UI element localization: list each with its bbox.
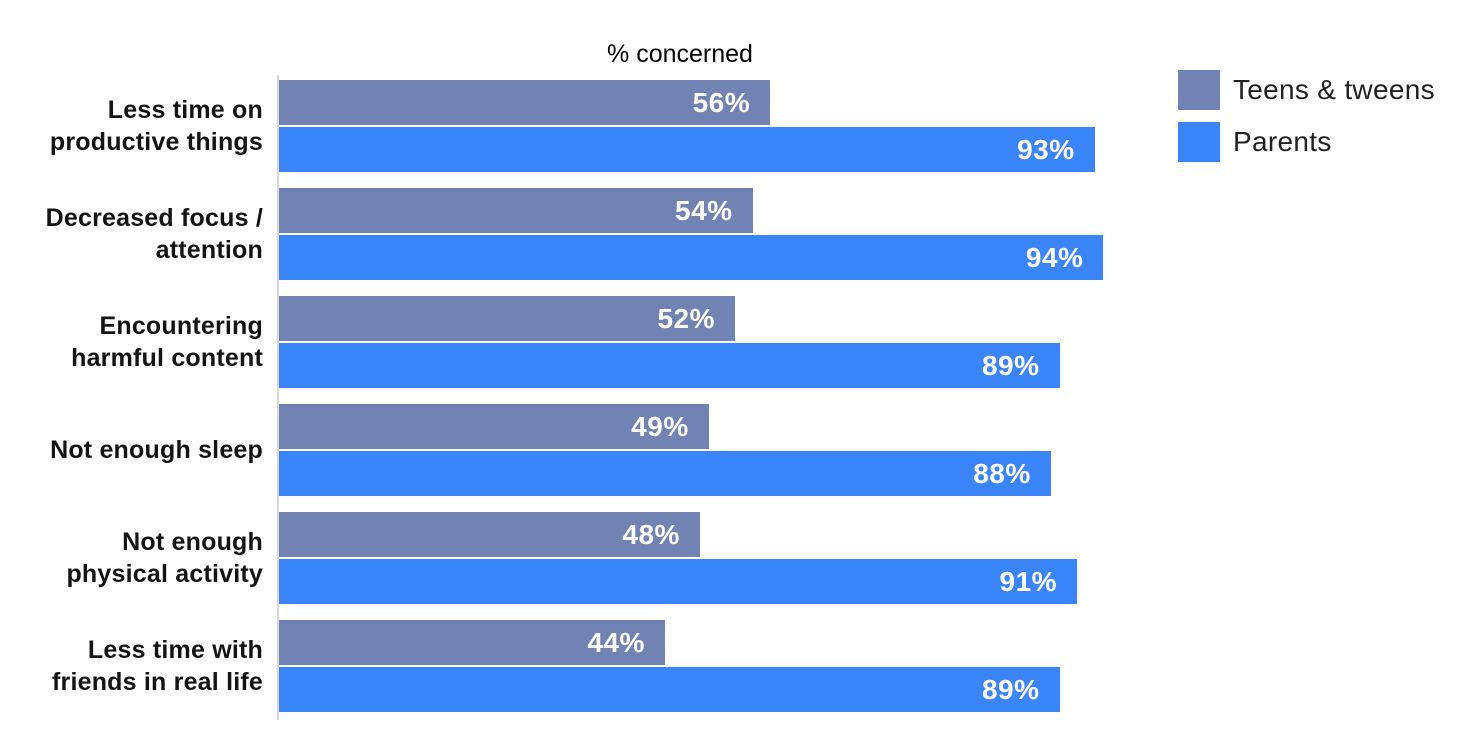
teens-tweens-bar: 54% bbox=[279, 188, 753, 233]
parents-bar: 88% bbox=[279, 451, 1051, 496]
value-label: 89% bbox=[981, 673, 1040, 705]
teens-tweens-bar: 52% bbox=[279, 296, 736, 341]
value-label: 54% bbox=[675, 194, 733, 226]
bar-group: Not enough physical activity 48% 91% bbox=[0, 512, 1160, 604]
bar-group: Encountering harmful content 52% 89% bbox=[0, 296, 1160, 388]
legend-item-parents: Parents bbox=[1178, 122, 1435, 162]
teens-tweens-bar: 48% bbox=[279, 512, 700, 557]
category-label: Not enough physical activity bbox=[66, 528, 263, 588]
bar-stack: 49% 88% bbox=[279, 404, 1156, 496]
parents-bar: 93% bbox=[279, 127, 1095, 172]
bar-group: Less time on productive things 56% 93% bbox=[0, 80, 1160, 172]
bar-stack: 44% 89% bbox=[279, 620, 1156, 712]
bar-groups: Less time on productive things 56% 93% Decr… bbox=[0, 80, 1160, 728]
value-label: 88% bbox=[973, 457, 1031, 489]
value-label: 48% bbox=[622, 518, 680, 550]
bar-stack: 48% 91% bbox=[279, 512, 1156, 604]
teens-tweens-bar: 44% bbox=[279, 620, 665, 665]
value-label: 94% bbox=[1025, 241, 1084, 273]
parents-bar: 89% bbox=[279, 343, 1060, 388]
value-label: 91% bbox=[999, 565, 1058, 597]
parents-bar: 89% bbox=[279, 667, 1060, 712]
value-label: 89% bbox=[981, 349, 1040, 381]
category-label: Less time with friends in real life bbox=[51, 636, 263, 696]
category-label: Decreased focus / attention bbox=[45, 204, 263, 264]
bar-group: Decreased focus / attention 54% 94% bbox=[0, 188, 1160, 280]
chart-title: % concerned bbox=[607, 40, 753, 68]
bar-stack: 54% 94% bbox=[279, 188, 1156, 280]
bar-group: Less time with friends in real life 44% 89… bbox=[0, 620, 1160, 712]
legend-swatch-icon bbox=[1178, 122, 1220, 162]
bar-stack: 52% 89% bbox=[279, 296, 1156, 388]
category-label: Not enough sleep bbox=[50, 436, 263, 464]
category-label: Encountering harmful content bbox=[71, 312, 263, 372]
category-label: Less time on productive things bbox=[49, 96, 263, 156]
legend-item-teens-tweens: Teens & tweens bbox=[1178, 70, 1435, 110]
value-label: 93% bbox=[1017, 133, 1075, 165]
teens-tweens-bar: 56% bbox=[279, 80, 771, 125]
value-label: 44% bbox=[587, 626, 645, 658]
legend-label: Teens & tweens bbox=[1233, 74, 1435, 105]
legend: Teens & tweens Parents bbox=[1178, 70, 1435, 174]
bar-stack: 56% 93% bbox=[279, 80, 1156, 172]
bar-group: Not enough sleep 49% 88% bbox=[0, 404, 1160, 496]
value-label: 52% bbox=[657, 302, 716, 334]
legend-swatch-icon bbox=[1178, 70, 1220, 110]
parents-bar: 91% bbox=[279, 559, 1078, 604]
value-label: 49% bbox=[631, 410, 689, 442]
parents-bar: 94% bbox=[279, 235, 1104, 280]
teens-tweens-bar: 49% bbox=[279, 404, 709, 449]
value-label: 56% bbox=[692, 86, 751, 118]
legend-label: Parents bbox=[1233, 126, 1332, 157]
y-axis-line bbox=[277, 75, 279, 720]
